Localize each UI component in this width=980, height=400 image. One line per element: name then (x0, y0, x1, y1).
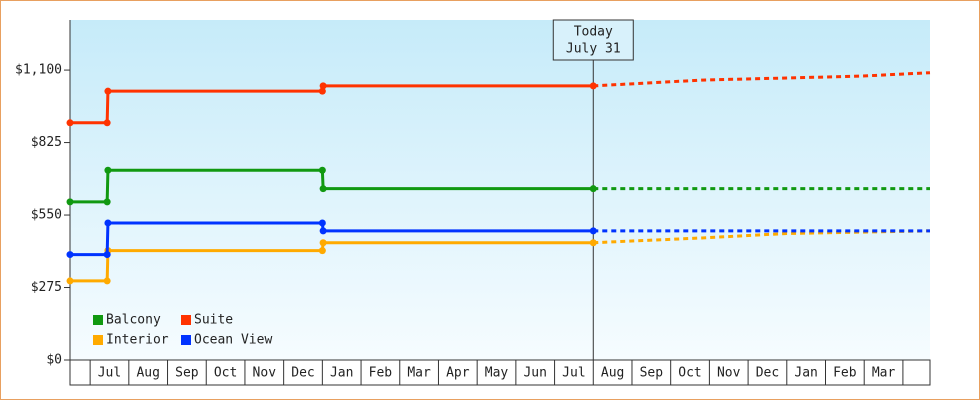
point (318, 166, 326, 174)
x-tick-label: Dec (291, 366, 314, 381)
point (589, 82, 597, 90)
x-tick-label: Jan (794, 366, 817, 381)
series-line (70, 221, 594, 257)
point (589, 185, 597, 193)
x-tick-label: Feb (833, 366, 857, 381)
x-tick-label: Oct (678, 366, 701, 381)
point (66, 198, 74, 206)
point (318, 87, 326, 95)
legend-swatch (181, 315, 191, 325)
point (318, 247, 326, 255)
legend-label: Interior (106, 333, 169, 348)
x-tick-label: Jan (330, 366, 353, 381)
point (104, 166, 112, 174)
point (66, 251, 74, 259)
series-line (70, 84, 594, 125)
legend-swatch (93, 335, 103, 345)
today-label: July 31 (566, 42, 621, 57)
series-line (70, 241, 594, 283)
y-tick-label: $275 (31, 280, 62, 295)
x-tick-label: Sep (640, 366, 664, 381)
forecast-line (593, 71, 931, 88)
x-tick-label: May (485, 366, 509, 381)
x-tick-label: Feb (369, 366, 393, 381)
point (589, 239, 597, 247)
point (319, 185, 327, 193)
point (66, 119, 74, 127)
x-tick-label: Jun (523, 366, 546, 381)
point (66, 277, 74, 285)
x-tick-label: Aug (136, 366, 159, 381)
y-tick-label: $550 (31, 208, 62, 223)
point (319, 239, 327, 247)
point (103, 277, 111, 285)
y-tick-label: $825 (31, 135, 62, 150)
x-tick-label: Jul (98, 366, 121, 381)
x-tick-label: Nov (253, 366, 277, 381)
point (319, 82, 327, 90)
point (103, 119, 111, 127)
point (104, 219, 112, 227)
legend-label: Suite (194, 313, 233, 328)
point (318, 219, 326, 227)
today-label: Today (574, 25, 613, 40)
y-tick-label: $0 (46, 353, 62, 368)
series-line (70, 168, 594, 204)
point (104, 87, 112, 95)
y-tick-label: $1,100 (15, 63, 62, 78)
legend-swatch (181, 335, 191, 345)
x-tick-label: Sep (175, 366, 199, 381)
point (103, 251, 111, 259)
point (589, 227, 597, 235)
x-tick-label: Mar (407, 366, 431, 381)
point (319, 227, 327, 235)
legend-label: Balcony (106, 313, 161, 328)
x-tick-label: Mar (872, 366, 896, 381)
x-tick-label: Aug (601, 366, 624, 381)
legend-swatch (93, 315, 103, 325)
x-tick-label: Jul (562, 366, 585, 381)
x-tick-label: Dec (756, 366, 779, 381)
x-tick-label: Oct (214, 366, 237, 381)
today-box (552, 19, 634, 61)
point (103, 198, 111, 206)
x-tick-label: Apr (446, 366, 470, 381)
legend-label: Ocean View (194, 333, 272, 348)
x-tick-label: Nov (717, 366, 741, 381)
